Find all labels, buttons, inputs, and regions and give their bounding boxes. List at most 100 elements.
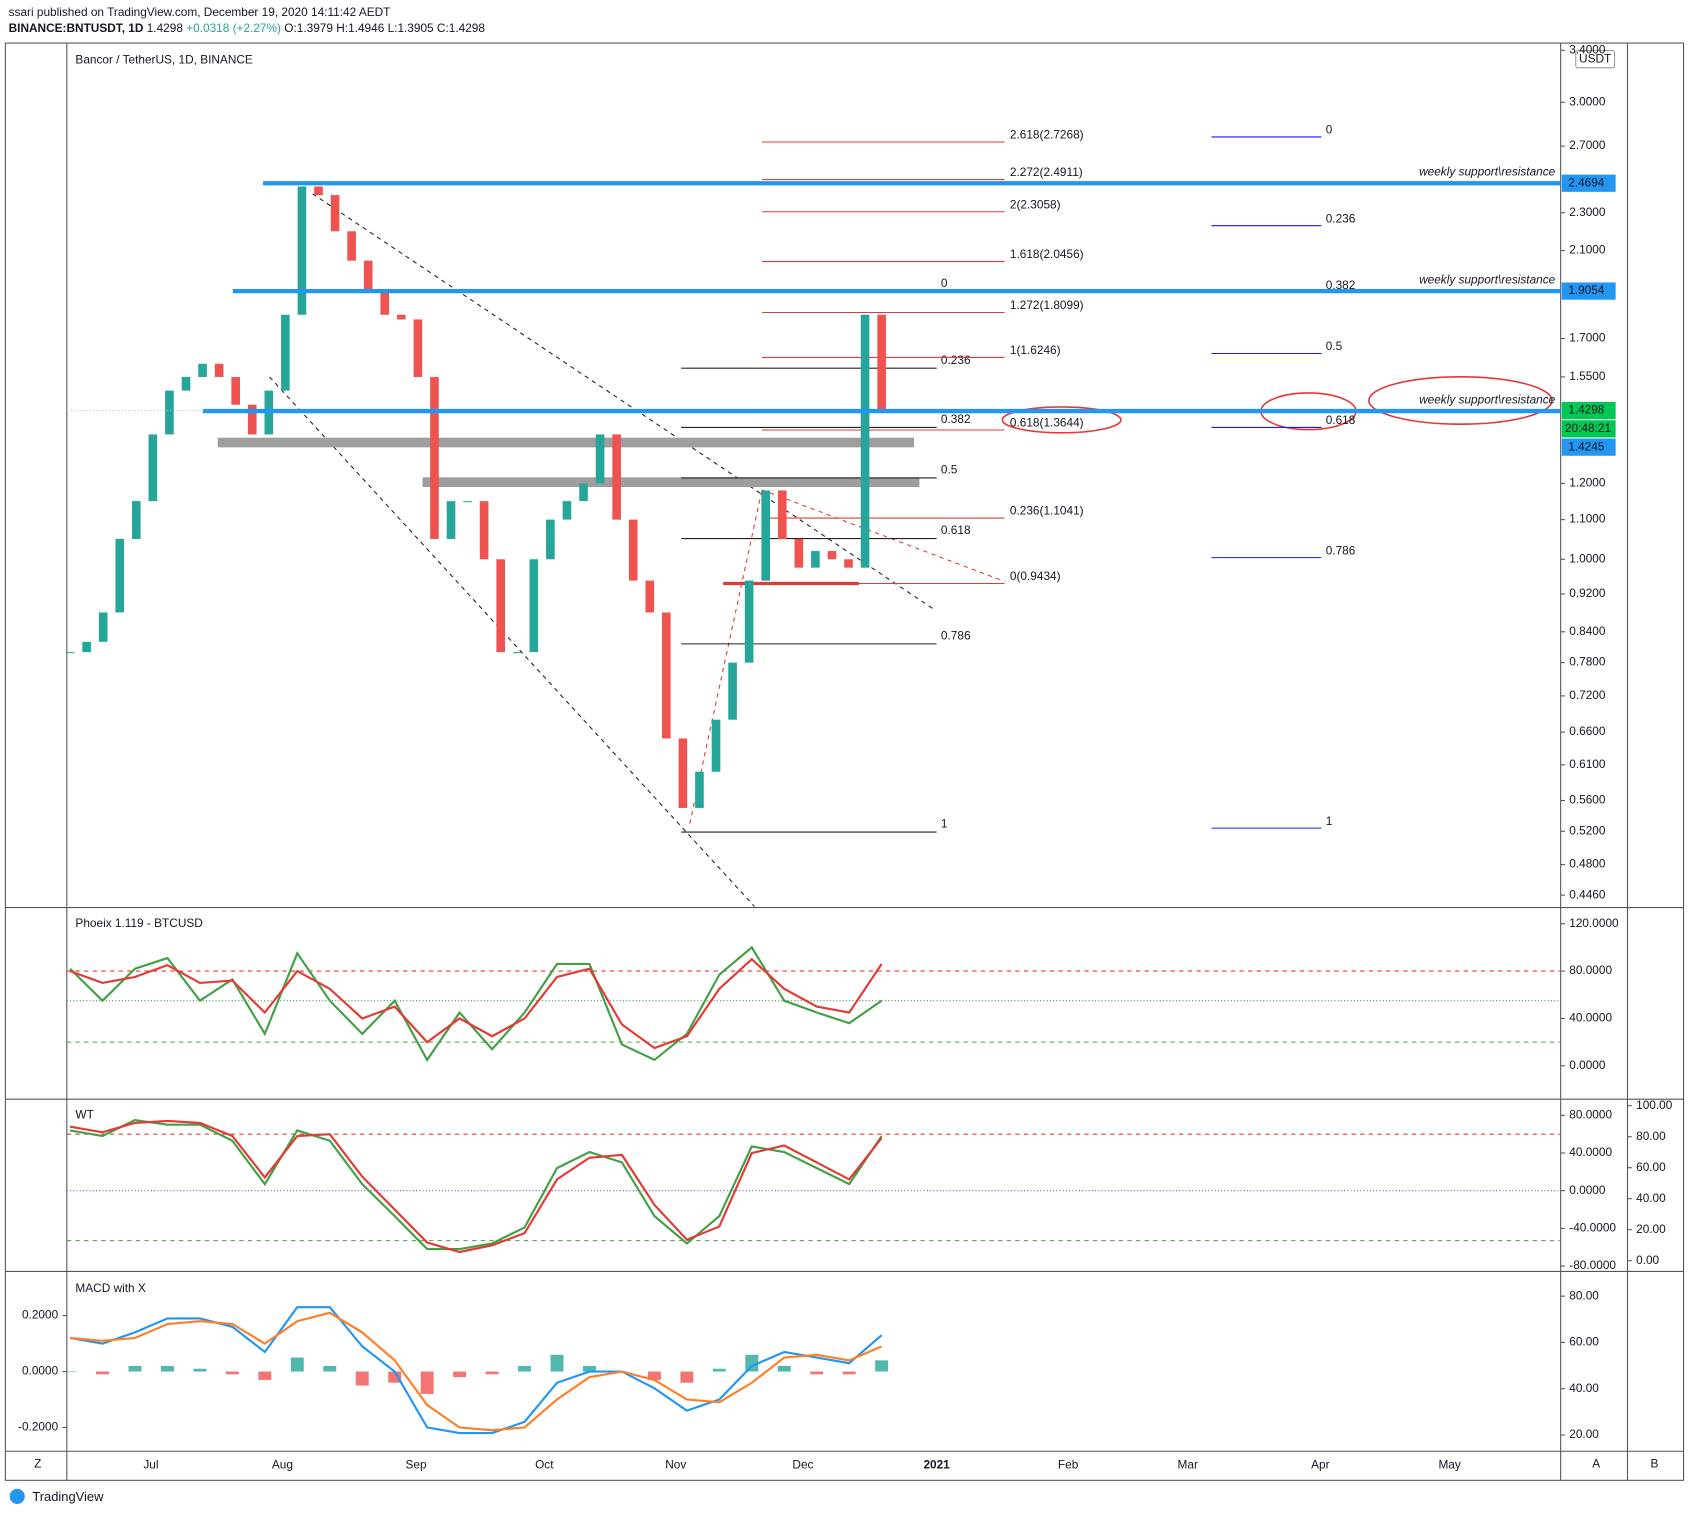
candle <box>463 501 472 503</box>
candle <box>198 363 207 377</box>
price-tag-label: 2.4694 <box>1568 175 1605 189</box>
histogram-bar <box>745 1354 759 1372</box>
candle <box>413 319 423 377</box>
fib-label: 0.382 <box>941 412 971 426</box>
fib-label: 0.618 <box>1326 413 1356 427</box>
candle <box>380 292 390 315</box>
histogram-bar <box>323 1365 337 1372</box>
histogram-bar <box>355 1371 369 1386</box>
series-line <box>69 1119 883 1254</box>
y2-tick-label: 100.00 <box>1636 1098 1673 1112</box>
candle <box>744 580 754 663</box>
fib-label: 0.236 <box>1326 211 1356 225</box>
zone <box>217 437 914 448</box>
candle <box>231 376 240 405</box>
candle <box>579 483 588 502</box>
fib-label: 2.272(2.4911) <box>1010 165 1083 179</box>
y-tick-label: 0.8400 <box>1569 624 1606 638</box>
candle <box>496 559 506 653</box>
frame <box>4 42 1685 1481</box>
candle <box>479 501 489 560</box>
fib-label: 0.786 <box>941 628 971 642</box>
countdown: 20:48:21 <box>1565 421 1611 435</box>
candle <box>662 612 671 739</box>
candle <box>214 363 224 377</box>
weekly-note: weekly support\resistance <box>1419 392 1556 406</box>
candle <box>115 538 125 613</box>
price-tag <box>1561 282 1616 300</box>
histogram-bar <box>583 1365 596 1372</box>
y2-tick-label: 40.00 <box>1569 1381 1599 1395</box>
histogram-bar <box>128 1365 142 1372</box>
histogram-bar <box>96 1371 109 1375</box>
candle <box>794 538 804 568</box>
y-tick-label: 120.0000 <box>1569 916 1619 930</box>
fib-label: 0.5 <box>941 463 958 477</box>
histogram-bar <box>518 1365 532 1372</box>
candle <box>860 314 870 568</box>
fib-label: 0 <box>1326 123 1333 137</box>
candle <box>645 580 655 613</box>
fib-label: 1 <box>1326 814 1333 828</box>
y-tick-label: 1.5500 <box>1569 369 1606 383</box>
candle <box>314 186 323 196</box>
countdown-tag <box>1561 420 1616 438</box>
y-tick-label: 80.0000 <box>1569 963 1612 977</box>
candle <box>877 314 886 411</box>
y-tick-label: 1.2000 <box>1569 476 1606 490</box>
pane-title: MACD with X <box>75 1281 145 1295</box>
y-tick-label: 0.7200 <box>1569 688 1606 702</box>
histogram-bar <box>193 1368 207 1372</box>
last-price-tag <box>1561 401 1616 420</box>
y2-tick-label: 20.00 <box>1636 1222 1666 1236</box>
y2-tick-label: 80.00 <box>1569 1288 1599 1302</box>
candle <box>397 314 406 320</box>
trend-line <box>761 489 1005 582</box>
fib-label: 0.236 <box>941 353 971 367</box>
trend-line <box>312 193 936 611</box>
candle <box>297 186 307 315</box>
histogram-bar <box>842 1371 856 1375</box>
fib-label: 1.618(2.0456) <box>1010 247 1084 261</box>
toolbar-button[interactable]: B <box>1650 1456 1658 1470</box>
candle <box>844 559 853 568</box>
change: +0.0318 (+2.27%) <box>186 21 281 35</box>
histogram-bar <box>453 1371 467 1378</box>
toolbar-button[interactable]: A <box>1592 1456 1600 1470</box>
y-tick-label: 2.3000 <box>1569 205 1606 219</box>
histogram-bar <box>258 1371 272 1380</box>
y-tick-label: 3.0000 <box>1569 94 1606 108</box>
ohlc: O:1.3979 H:1.4946 L:1.3905 C:1.4298 <box>284 21 485 35</box>
symbol-line: BINANCE:BNTUSDT, 1D 1.4298 +0.0318 (+2.2… <box>9 21 486 35</box>
fib-label: 0(0.9434) <box>1010 569 1061 583</box>
price-tag-label: 1.9054 <box>1568 283 1605 297</box>
zone <box>422 477 920 488</box>
y-tick-label: 0.2000 <box>22 1308 59 1322</box>
histogram-bar <box>875 1360 889 1372</box>
y-tick-label: 0.0000 <box>1569 1058 1606 1072</box>
y-tick-label: -0.2000 <box>18 1420 59 1434</box>
y-tick-label: 0.4800 <box>1569 857 1606 871</box>
hand-circle <box>1368 376 1553 425</box>
time-label: Nov <box>665 1457 686 1471</box>
time-label: Feb <box>1058 1457 1079 1471</box>
candle <box>628 519 638 581</box>
candle <box>612 434 621 520</box>
y-tick-label: 40.0000 <box>1569 1145 1612 1159</box>
y-tick-label: 0.0000 <box>22 1364 59 1378</box>
y2-tick-label: 0.00 <box>1636 1253 1659 1267</box>
candle <box>546 519 555 560</box>
y-tick-label: 80.0000 <box>1569 1107 1612 1121</box>
fib-label: 1(1.6246) <box>1010 343 1061 357</box>
fib-label: 2(2.3058) <box>1010 197 1061 211</box>
time-label: Oct <box>535 1457 554 1471</box>
time-label: Sep <box>406 1457 427 1471</box>
weekly-note: weekly support\resistance <box>1419 272 1556 286</box>
time-label: Dec <box>792 1457 813 1471</box>
y2-tick-label: 40.00 <box>1636 1191 1666 1205</box>
time-label: May <box>1438 1457 1460 1471</box>
time-label: Apr <box>1311 1457 1329 1471</box>
toolbar-button[interactable]: Z <box>34 1456 41 1470</box>
fib-label: 0.618 <box>941 523 971 537</box>
currency-box <box>1575 50 1616 69</box>
